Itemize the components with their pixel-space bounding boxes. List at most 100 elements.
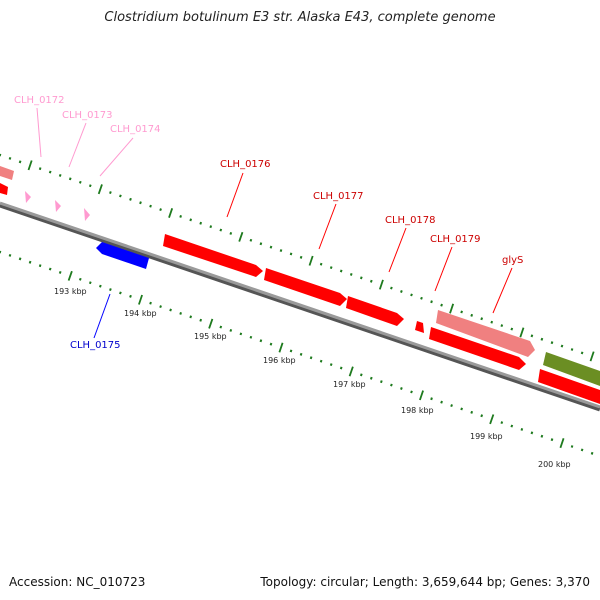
outer-minor-tick <box>420 296 423 300</box>
backbone <box>0 201 600 409</box>
outer-minor-tick <box>209 225 213 229</box>
outer-minor-tick <box>530 334 534 338</box>
gene-label-clh-0175[interactable]: CLH_0175 <box>70 340 121 351</box>
inner-minor-tick <box>189 315 193 319</box>
inner-major-tick <box>138 294 143 305</box>
inner-major-tick <box>208 318 214 329</box>
gene-label-clh-0173[interactable]: CLH_0173 <box>62 110 113 121</box>
inner-minor-tick <box>169 308 172 312</box>
scale-label: 200 kbp <box>538 460 571 469</box>
outer-minor-tick <box>440 303 443 307</box>
outer-minor-tick <box>8 156 12 160</box>
leader-clh-0178 <box>388 227 407 273</box>
inner-minor-tick <box>339 366 343 370</box>
outer-major-tick <box>97 184 103 195</box>
outer-minor-tick <box>68 177 72 181</box>
inner-minor-tick <box>299 352 303 356</box>
gene-arrow-edge-right-red[interactable] <box>538 369 600 404</box>
gene-label-clh-0172[interactable]: CLH_0172 <box>14 95 65 106</box>
gene-arrow-glys[interactable] <box>436 310 535 357</box>
outer-minor-tick <box>550 341 554 345</box>
inner-minor-tick <box>400 387 403 390</box>
gene-arrow-edge-right-olive[interactable] <box>543 352 600 386</box>
inner-minor-tick <box>249 335 253 339</box>
inner-minor-tick <box>239 332 243 336</box>
scale-labels: 193 kbp 194 kbp 195 kbp 196 kbp 197 kbp 198 k… <box>54 287 571 469</box>
outer-minor-tick <box>259 242 263 246</box>
inner-minor-tick <box>440 400 443 404</box>
outer-minor-tick <box>390 286 393 290</box>
inner-minor-tick <box>229 328 233 332</box>
leader-clh-0176 <box>226 172 244 218</box>
map-title: Clostridium botulinum E3 str. Alaska E43… <box>104 10 496 25</box>
outer-minor-tick <box>279 249 283 253</box>
gene-label-clh-0178[interactable]: CLH_0178 <box>385 215 436 226</box>
inner-minor-tick <box>18 257 22 261</box>
inner-minor-tick <box>460 407 463 411</box>
outer-minor-tick <box>299 255 303 259</box>
outer-major-tick <box>168 208 174 218</box>
leader-clh-0179 <box>434 246 453 292</box>
inner-minor-tick <box>38 264 42 268</box>
inner-minor-tick <box>570 445 574 448</box>
gene-label-clh-0176[interactable]: CLH_0176 <box>220 159 271 170</box>
inner-minor-tick <box>78 277 82 281</box>
inner-major-tick <box>559 438 565 449</box>
gene-arrow-clh-0178[interactable] <box>346 296 404 326</box>
gene-arrow-clh-0177[interactable] <box>264 268 347 306</box>
outer-minor-tick <box>580 351 584 355</box>
inner-minor-tick <box>540 434 544 438</box>
inner-minor-tick <box>119 291 122 295</box>
inner-major-tick <box>278 342 284 353</box>
outer-minor-tick <box>269 245 273 249</box>
outer-major-tick <box>589 351 595 362</box>
gene-arrow-clh-0174b[interactable] <box>84 208 90 221</box>
outer-ticks <box>0 153 595 362</box>
gene-arrow-clh-0173[interactable] <box>25 191 31 203</box>
outer-minor-tick <box>159 208 162 212</box>
inner-minor-tick <box>430 397 433 401</box>
inner-minor-tick <box>219 325 223 329</box>
outer-minor-tick <box>349 273 353 276</box>
leader-clh-0174 <box>99 137 134 177</box>
outer-major-tick <box>308 255 314 266</box>
inner-major-tick <box>67 270 73 281</box>
inner-minor-tick <box>199 318 203 322</box>
outer-minor-tick <box>179 215 182 218</box>
gene-label-clh-0174[interactable]: CLH_0174 <box>110 124 161 135</box>
gene-arrow-clh-0176[interactable] <box>163 234 263 277</box>
outer-major-tick <box>238 231 244 242</box>
gene-arrow-edge-pink[interactable] <box>0 166 14 180</box>
outer-minor-tick <box>199 221 203 225</box>
outer-minor-tick <box>78 180 82 184</box>
outer-minor-tick <box>470 313 474 317</box>
inner-minor-tick <box>410 390 413 394</box>
outer-minor-tick <box>339 269 343 273</box>
inner-minor-tick <box>179 312 182 315</box>
outer-minor-tick <box>560 344 564 348</box>
outer-minor-tick <box>359 276 363 280</box>
inner-major-tick <box>489 414 495 425</box>
gene-label-clh-0177[interactable]: CLH_0177 <box>313 191 364 202</box>
gene-arrow-clh-0175[interactable] <box>96 242 149 269</box>
outer-minor-tick <box>500 324 504 328</box>
outer-minor-tick <box>139 201 142 205</box>
backbone-shadow <box>0 202 600 412</box>
leader-glys <box>492 267 513 314</box>
gene-features <box>0 166 600 404</box>
gene-arrow-small-red[interactable] <box>415 321 424 333</box>
inner-minor-tick <box>289 349 293 353</box>
gene-label-glys[interactable]: glyS <box>502 255 523 266</box>
inner-minor-tick <box>450 404 453 408</box>
outer-minor-tick <box>229 231 233 235</box>
scale-label: 199 kbp <box>470 432 503 441</box>
gene-arrow-edge-red[interactable] <box>0 183 8 195</box>
outer-minor-tick <box>109 191 112 195</box>
outer-minor-tick <box>48 170 52 174</box>
gene-arrow-clh-0179[interactable] <box>429 327 526 370</box>
inner-minor-tick <box>390 383 393 387</box>
gene-arrow-clh-0174a[interactable] <box>55 200 61 212</box>
inner-minor-tick <box>580 448 584 452</box>
gene-label-clh-0179[interactable]: CLH_0179 <box>430 234 481 245</box>
leader-clh-0172 <box>36 107 42 158</box>
